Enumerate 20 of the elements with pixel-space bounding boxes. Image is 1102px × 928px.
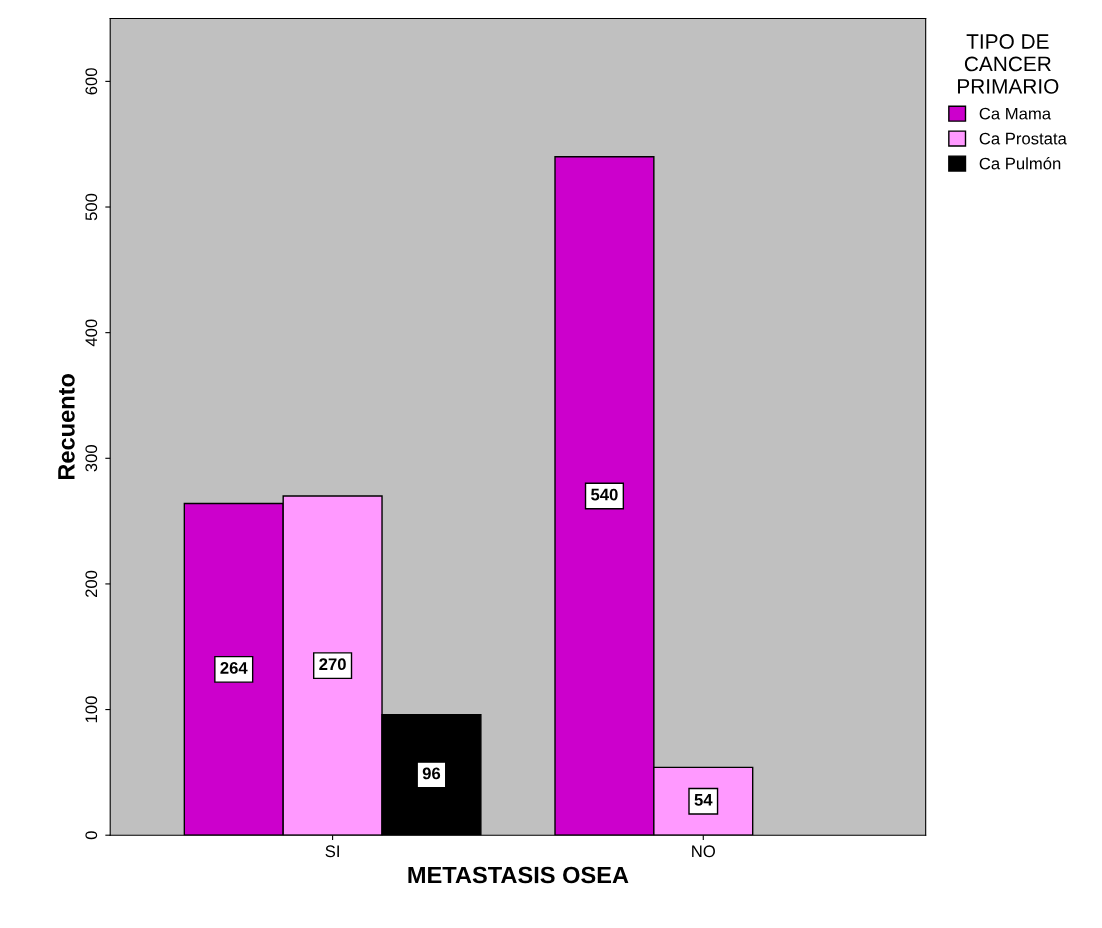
y-tick-label: 600 xyxy=(85,68,98,95)
legend-title: TIPO DE CANCER PRIMARIO xyxy=(958,34,1059,94)
x-tick-label: SI xyxy=(325,845,339,858)
y-axis-title: Recuento xyxy=(58,374,75,480)
x-tick-label: NO xyxy=(692,845,715,858)
x-axis-title: METASTASIS OSEA xyxy=(408,866,629,884)
data-label: 540 xyxy=(591,488,618,501)
y-tick-label: 500 xyxy=(85,193,98,221)
y-tick-label: 400 xyxy=(85,319,98,347)
legend-label: Ca Prostata xyxy=(979,132,1067,145)
y-tick-label: 300 xyxy=(85,445,98,472)
data-label: 270 xyxy=(319,658,346,671)
legend-label: Ca Pulmón xyxy=(979,157,1061,170)
y-tick-label: 0 xyxy=(85,831,98,840)
data-label: 96 xyxy=(422,767,441,780)
y-tick-label: 100 xyxy=(85,696,98,723)
data-label: 54 xyxy=(694,794,713,806)
y-tick-label: 200 xyxy=(85,570,98,597)
legend-label: Ca Mama xyxy=(979,107,1052,120)
data-label: 264 xyxy=(220,662,248,674)
